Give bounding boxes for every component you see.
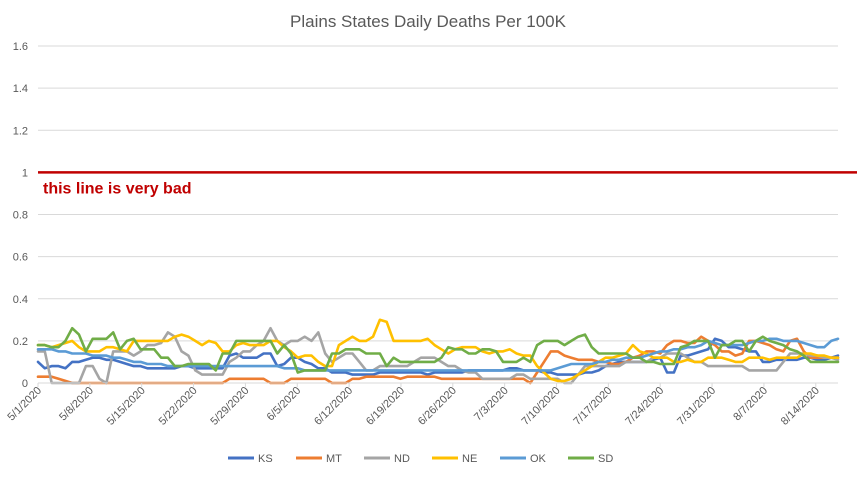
y-tick-label: 0 [22,378,28,390]
reference-line-group: this line is very bad [38,171,857,197]
x-tick-label: 8/7/2020 [731,385,770,424]
legend-item-nd: ND [364,453,410,465]
series-lines [36,318,840,385]
chart-title: Plains States Daily Deaths Per 100K [290,12,567,31]
reference-line-label: this line is very bad [43,180,192,197]
x-tick-label: 5/8/2020 [57,385,96,424]
series-line-ok [36,337,840,372]
y-tick-label: 0.4 [13,294,28,306]
y-tick-label: 0.8 [13,210,28,222]
x-tick-label: 7/24/2020 [623,385,666,428]
x-tick-label: 6/19/2020 [364,385,407,428]
legend-label: KS [258,453,273,465]
x-tick-label: 5/22/2020 [157,385,200,428]
legend-item-mt: MT [296,453,342,465]
legend: KS MT ND NE OK SD [228,453,613,465]
y-tick-label: 1.2 [13,125,28,137]
y-tick-label: 1.4 [13,83,28,95]
y-tick-label: 1 [22,167,28,179]
y-axis-ticks: 0 0.2 0.4 0.6 0.8 1 1.2 1.4 1.6 [13,41,28,390]
legend-label: NE [462,453,477,465]
legend-item-ne: NE [432,453,477,465]
legend-label: OK [530,453,547,465]
y-tick-label: 1.6 [13,41,28,53]
x-tick-label: 7/17/2020 [571,385,614,428]
legend-item-sd: SD [568,453,613,465]
y-tick-label: 0.2 [13,336,28,348]
series-line-sd [36,326,840,374]
legend-label: MT [326,453,342,465]
x-tick-label: 7/3/2020 [472,385,511,424]
legend-label: ND [394,453,410,465]
y-tick-label: 0.6 [13,252,28,264]
x-tick-label: 5/29/2020 [208,385,251,428]
x-tick-label: 7/10/2020 [520,385,563,428]
x-tick-label: 8/14/2020 [779,385,822,428]
series-line-ks [36,337,840,376]
x-tick-label: 6/5/2020 [265,385,304,424]
x-tick-label: 6/12/2020 [312,385,355,428]
x-tick-label: 5/15/2020 [105,385,148,428]
x-tick-label: 5/1/2020 [5,385,44,424]
x-tick-label: 6/26/2020 [416,385,459,428]
series-line-ne [36,318,840,383]
x-tick-label: 7/31/2020 [675,385,718,428]
x-axis-ticks: 5/1/2020 5/8/2020 5/15/2020 5/22/2020 5/29/2… [5,383,822,428]
legend-item-ks: KS [228,453,273,465]
legend-label: SD [598,453,613,465]
legend-item-ok: OK [500,453,547,465]
